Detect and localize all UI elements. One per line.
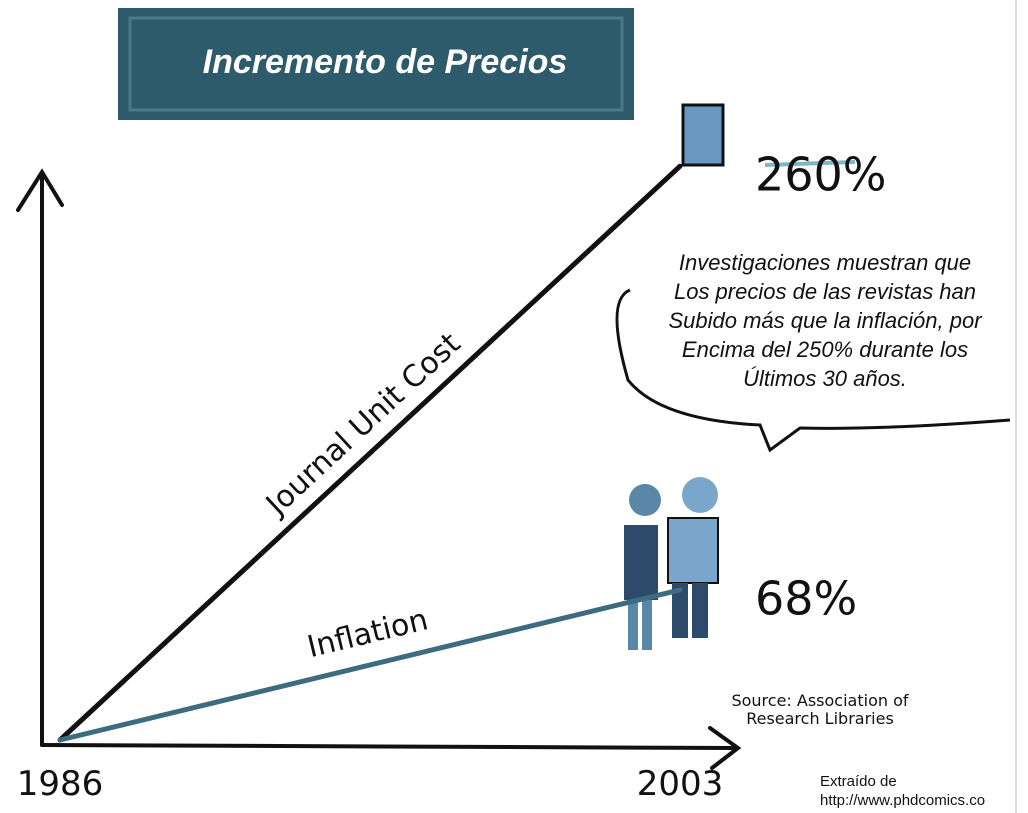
chart: Incremento de Precios 1986 2003 Journal Un…	[0, 0, 1028, 813]
source-text: Research Libraries	[746, 709, 894, 728]
series-name: Journal Unit Cost	[258, 326, 467, 523]
annotation-line: Subido más que la inflación, por	[668, 308, 983, 333]
series-line	[60, 166, 680, 740]
journal-icon	[683, 105, 723, 165]
x-tick-label: 1986	[17, 764, 104, 804]
y-axis	[18, 172, 62, 745]
people-illustration	[624, 477, 718, 650]
source-text: Source: Association of	[731, 691, 908, 710]
x-tick-label: 2003	[637, 764, 724, 804]
credit-text: http://www.phdcomics.co	[820, 792, 985, 809]
credit-text: Extraído de	[820, 773, 897, 790]
chart-title: Incremento de Precios	[203, 43, 568, 81]
value-label: 260%	[755, 148, 887, 202]
annotation-line: Últimos 30 años.	[743, 366, 907, 391]
annotation-line: Los precios de las revistas han	[674, 279, 976, 304]
series-line	[60, 590, 680, 740]
annotation-line: Encima del 250% durante los	[682, 337, 968, 362]
x-axis	[42, 728, 738, 768]
annotation-line: Investigaciones muestran que	[679, 250, 971, 275]
value-label: 68%	[755, 571, 857, 625]
